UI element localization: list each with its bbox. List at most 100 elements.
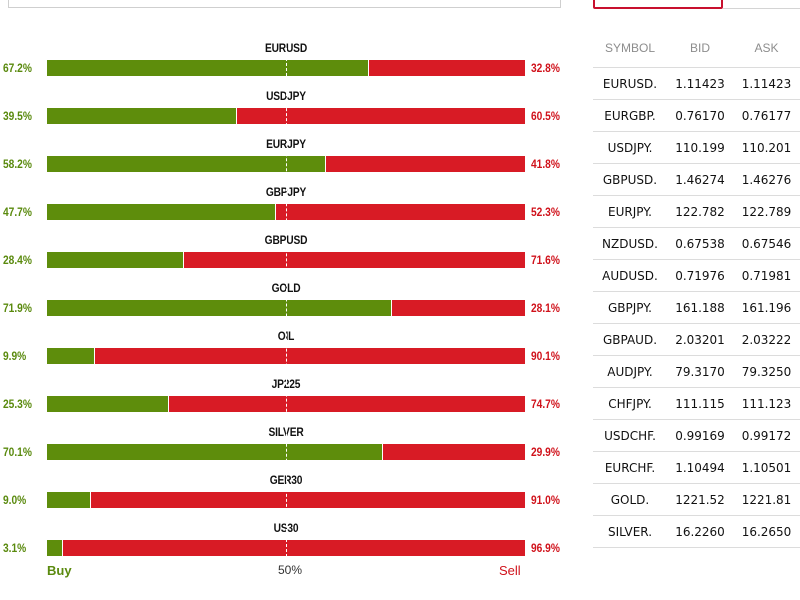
buy-fill <box>47 252 184 268</box>
sell-percentage: 74.7% <box>531 397 560 411</box>
quote-bid: 1.46274 <box>675 173 725 187</box>
active-tab[interactable] <box>593 0 723 9</box>
buy-percentage: 25.3% <box>3 397 32 411</box>
fifty-percent-line <box>286 48 287 562</box>
buy-fill <box>47 204 276 220</box>
quote-row[interactable]: USDJPY. 110.199 110.201 <box>593 132 800 164</box>
quote-symbol: USDCHF. <box>604 429 656 443</box>
buy-percentage: 3.1% <box>3 541 27 555</box>
top-panel-frame <box>8 0 561 8</box>
quote-bid: 110.199 <box>675 141 725 155</box>
quote-symbol: NZDUSD. <box>602 237 658 251</box>
buy-percentage: 9.0% <box>3 493 27 507</box>
sentiment-row[interactable]: GER30 9.0% 91.0% <box>0 472 580 520</box>
sentiment-row[interactable]: GBPUSD 28.4% 71.6% <box>0 232 580 280</box>
sentiment-row[interactable]: GBPJPY 47.7% 52.3% <box>0 184 580 232</box>
sentiment-row[interactable]: JP225 25.3% 74.7% <box>0 376 580 424</box>
quote-ask: 1221.81 <box>741 493 792 507</box>
sell-percentage: 52.3% <box>531 205 560 219</box>
sentiment-row[interactable]: USDJPY 39.5% 60.5% <box>0 88 580 136</box>
buy-percentage: 39.5% <box>3 109 32 123</box>
sentiment-panel: EURUSD 67.2% 32.8% USDJPY 39.5% 60.5% EURJPY 58… <box>0 40 580 578</box>
quote-symbol: CHFJPY. <box>608 397 652 411</box>
sell-percentage: 28.1% <box>531 301 560 315</box>
quote-symbol: USDJPY. <box>607 141 653 155</box>
quote-ask: 0.76177 <box>741 109 792 123</box>
quote-bid: 0.99169 <box>675 429 725 443</box>
quote-symbol: GBPUSD. <box>602 173 658 187</box>
quote-symbol: GBPAUD. <box>602 333 658 347</box>
quote-bid: 111.115 <box>675 397 725 411</box>
sentiment-row[interactable]: OIL 9.9% 90.1% <box>0 328 580 376</box>
quote-bid: 2.03201 <box>675 333 725 347</box>
sell-percentage: 71.6% <box>531 253 560 267</box>
sentiment-bar <box>47 60 525 76</box>
quote-row[interactable]: NZDUSD. 0.67538 0.67546 <box>593 228 800 260</box>
sell-percentage: 90.1% <box>531 349 560 363</box>
buy-fill <box>47 300 392 316</box>
quote-row[interactable]: EURJPY. 122.782 122.789 <box>593 196 800 228</box>
quote-row[interactable]: AUDJPY. 79.3170 79.3250 <box>593 356 800 388</box>
sentiment-row[interactable]: EURJPY 58.2% 41.8% <box>0 136 580 184</box>
quote-row[interactable]: EURGBP. 0.76170 0.76177 <box>593 100 800 132</box>
quote-bid: 0.76170 <box>675 109 725 123</box>
bid-column-header: BID <box>689 41 710 55</box>
tab-underline <box>723 8 800 9</box>
quote-symbol: AUDUSD. <box>602 269 658 283</box>
quote-ask: 122.789 <box>741 205 792 219</box>
buy-percentage: 47.7% <box>3 205 32 219</box>
quote-symbol: GOLD. <box>610 493 650 507</box>
sentiment-row[interactable]: EURUSD 67.2% 32.8% <box>0 40 580 88</box>
quote-bid: 1221.52 <box>675 493 725 507</box>
quote-ask: 1.10501 <box>741 461 792 475</box>
quote-ask: 16.2650 <box>741 525 792 539</box>
quote-bid: 1.10494 <box>675 461 725 475</box>
sentiment-row[interactable]: US30 3.1% 96.9% <box>0 520 580 568</box>
quote-symbol: SILVER. <box>607 525 653 539</box>
quote-ask: 110.201 <box>741 141 792 155</box>
buy-axis-label: Buy <box>47 563 72 578</box>
quote-row[interactable]: GOLD. 1221.52 1221.81 <box>593 484 800 516</box>
quote-ask: 2.03222 <box>741 333 792 347</box>
buy-fill <box>47 108 237 124</box>
buy-fill <box>47 492 92 508</box>
buy-percentage: 67.2% <box>3 61 32 75</box>
quote-ask: 1.11423 <box>741 77 792 91</box>
quote-row[interactable]: GBPUSD. 1.46274 1.46276 <box>593 164 800 196</box>
quote-row[interactable]: USDCHF. 0.99169 0.99172 <box>593 420 800 452</box>
sentiment-row[interactable]: GOLD 71.9% 28.1% <box>0 280 580 328</box>
sell-percentage: 91.0% <box>531 493 560 507</box>
buy-fill <box>47 60 370 76</box>
symbol-column-header: SYMBOL <box>604 41 655 55</box>
sell-percentage: 96.9% <box>531 541 560 555</box>
quote-bid: 122.782 <box>675 205 725 219</box>
quote-row[interactable]: GBPJPY. 161.188 161.196 <box>593 292 800 324</box>
quote-ask: 1.46276 <box>741 173 792 187</box>
quote-ask: 79.3250 <box>741 365 792 379</box>
buy-fill <box>47 540 63 556</box>
buy-percentage: 28.4% <box>3 253 32 267</box>
quote-row[interactable]: GBPAUD. 2.03201 2.03222 <box>593 324 800 356</box>
buy-fill <box>47 156 327 172</box>
quote-symbol: EURGBP. <box>604 109 656 123</box>
quote-bid: 1.11423 <box>675 77 725 91</box>
buy-fill <box>47 396 169 412</box>
quote-symbol: AUDJPY. <box>607 365 653 379</box>
quote-bid: 79.3170 <box>675 365 725 379</box>
sell-percentage: 29.9% <box>531 445 560 459</box>
quote-row[interactable]: SILVER. 16.2260 16.2650 <box>593 516 800 548</box>
sentiment-row[interactable]: SILVER 70.1% 29.9% <box>0 424 580 472</box>
quote-row[interactable]: EURUSD. 1.11423 1.11423 <box>593 68 800 100</box>
buy-fill <box>47 348 96 364</box>
sell-percentage: 32.8% <box>531 61 560 75</box>
quote-row[interactable]: CHFJPY. 111.115 111.123 <box>593 388 800 420</box>
ask-column-header: ASK <box>754 41 779 55</box>
quote-symbol: GBPJPY. <box>608 301 652 315</box>
quote-ask: 111.123 <box>741 397 792 411</box>
buy-percentage: 9.9% <box>3 349 27 363</box>
buy-percentage: 70.1% <box>3 445 32 459</box>
quote-symbol: EURCHF. <box>604 461 656 475</box>
quote-row[interactable]: AUDUSD. 0.71976 0.71981 <box>593 260 800 292</box>
quote-bid: 161.188 <box>675 301 725 315</box>
quote-row[interactable]: EURCHF. 1.10494 1.10501 <box>593 452 800 484</box>
